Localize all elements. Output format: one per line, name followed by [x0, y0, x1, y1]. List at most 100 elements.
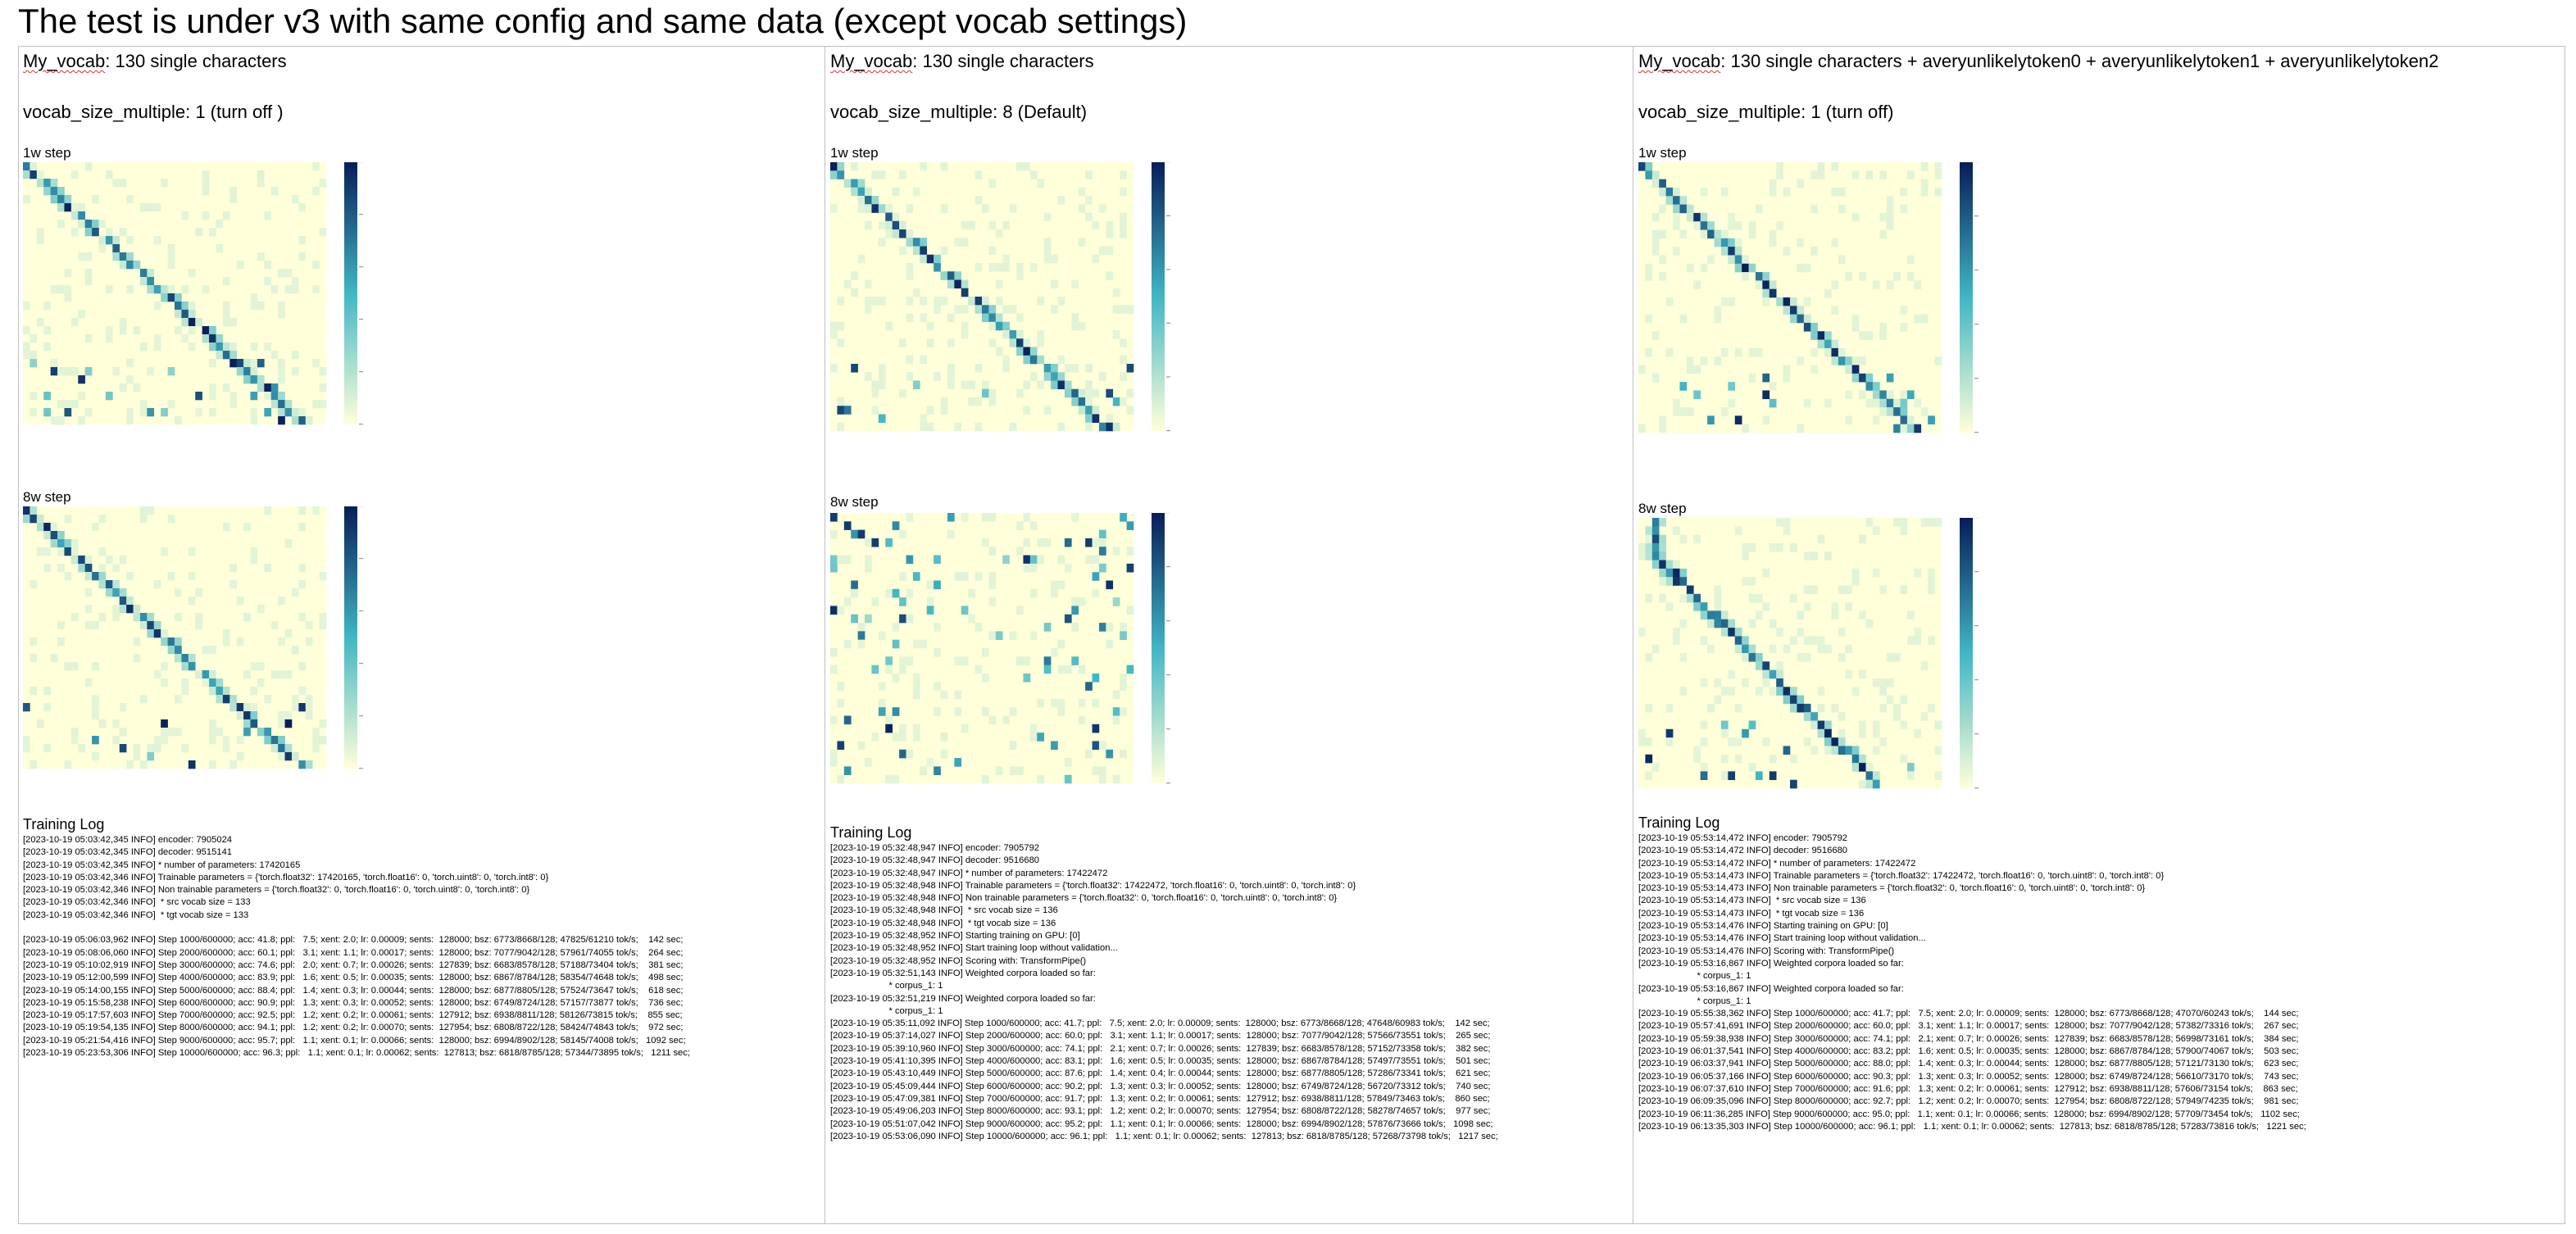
heatmap-cell [1686, 365, 1694, 374]
heatmap-cell [126, 236, 134, 245]
heatmap-cell [1748, 229, 1756, 239]
heatmap-cell [878, 698, 886, 708]
heatmap-cell [64, 539, 72, 548]
heatmap-cell [98, 236, 107, 245]
heatmap-cell [84, 572, 93, 581]
heatmap-cell [1064, 380, 1072, 390]
log-line: [2023-10-19 05:23:53,306 INFO] Step 1000… [23, 1048, 690, 1059]
heatmap-cell [98, 564, 107, 573]
heatmap-cell [1029, 263, 1038, 272]
heatmap-cell [865, 614, 872, 624]
heatmap-cell [70, 367, 79, 376]
heatmap-cell [1645, 737, 1653, 746]
heatmap-cell [133, 637, 141, 646]
heatmap-cell [1673, 636, 1680, 645]
heatmap-cell [947, 338, 955, 347]
heatmap-cell [98, 515, 107, 524]
heatmap-cell [1803, 322, 1811, 332]
heatmap-cell [284, 269, 293, 278]
heatmap-cell [1673, 526, 1680, 535]
heatmap-cell [1865, 398, 1874, 408]
heatmap-cell [1803, 712, 1811, 721]
heatmap-cell [1906, 390, 1915, 400]
training-log-title: Training Log [830, 824, 912, 841]
heatmap-cell [1776, 170, 1783, 179]
heatmap-cell [1023, 355, 1031, 365]
heatmap-cell [982, 513, 989, 522]
heatmap-cell [1886, 196, 1894, 205]
heatmap-cell [1071, 513, 1079, 522]
heatmap-cell [216, 728, 224, 737]
heatmap-cell [1742, 255, 1749, 265]
heatmap-cell [222, 637, 230, 646]
heatmap-cell [1120, 682, 1127, 691]
heatmap-cell [284, 629, 293, 638]
heatmap-cell [885, 724, 893, 733]
heatmap-cell [1845, 415, 1852, 424]
heatmap-cell [1914, 314, 1922, 324]
heatmap-cell [1707, 703, 1715, 713]
heatmap-cell [988, 580, 997, 590]
heatmap-cell [78, 556, 85, 565]
heatmap-cell [920, 639, 928, 649]
heatmap-cell [1645, 542, 1653, 552]
heatmap-cell [1755, 593, 1763, 603]
heatmap-cell [968, 220, 975, 230]
heatmap-cell [857, 529, 865, 539]
heatmap-cell [1748, 373, 1756, 383]
heatmap-cell [1043, 406, 1052, 415]
heatmap-cell [229, 703, 237, 712]
heatmap-cell [940, 246, 948, 256]
heatmap-cell [1797, 653, 1805, 662]
heatmap-cell [36, 318, 44, 327]
heatmap-cell [202, 179, 210, 188]
heatmap-cell [857, 623, 865, 632]
heatmap-cell [920, 162, 928, 171]
heatmap-cell [1810, 712, 1818, 721]
heatmap-cell [84, 228, 93, 237]
heatmap-cell [64, 408, 72, 417]
heatmap-cell [1106, 246, 1114, 256]
heatmap-cell [222, 318, 230, 327]
heatmap-cell [112, 580, 120, 589]
heatmap-cell [837, 297, 845, 306]
heatmap-cell [188, 572, 196, 581]
heatmap-cell [202, 646, 210, 655]
heatmap-cell [305, 416, 313, 425]
heatmap-cell [837, 338, 845, 347]
heatmap-cell [1728, 619, 1736, 628]
heatmap-cell [899, 749, 906, 759]
heatmap-cell [1742, 653, 1749, 662]
heatmap-cell [1797, 695, 1805, 705]
heatmap-cell [1071, 321, 1079, 331]
heatmap-cell [1893, 272, 1901, 281]
heatmap-cell [84, 162, 93, 171]
heatmap-cell [1057, 380, 1065, 390]
heatmap-cell [243, 703, 251, 712]
heatmap-cell [906, 271, 914, 280]
heatmap-cell [1914, 280, 1922, 289]
log-line: [2023-10-19 05:32:48,948 INFO] * src voc… [830, 905, 1058, 916]
heatmap-cell [1651, 534, 1660, 544]
heatmap-cell [892, 229, 900, 238]
heatmap-cell [139, 269, 148, 278]
heatmap-cell [270, 670, 279, 679]
heatmap-cell [988, 631, 997, 640]
heatmap-cell [1817, 331, 1825, 340]
heatmap-cell [1762, 297, 1770, 306]
heatmap-cell [23, 302, 30, 311]
heatmap-cell [1051, 580, 1058, 590]
heatmap-cell [161, 728, 168, 737]
heatmap-cell [119, 744, 127, 753]
heatmap-cell [181, 318, 189, 327]
heatmap-cell [1002, 220, 1010, 230]
heatmap-cell [1742, 542, 1749, 552]
page-title: The test is under v3 with same config an… [18, 2, 1188, 40]
heatmap-cell [1043, 372, 1052, 381]
heatmap-cell [1098, 774, 1106, 784]
heatmap-cell [181, 687, 189, 696]
training-log-title: Training Log [23, 816, 105, 832]
heatmap-cell [278, 736, 285, 745]
heatmap-cell [1659, 187, 1666, 197]
heatmap-cell [1638, 737, 1646, 746]
